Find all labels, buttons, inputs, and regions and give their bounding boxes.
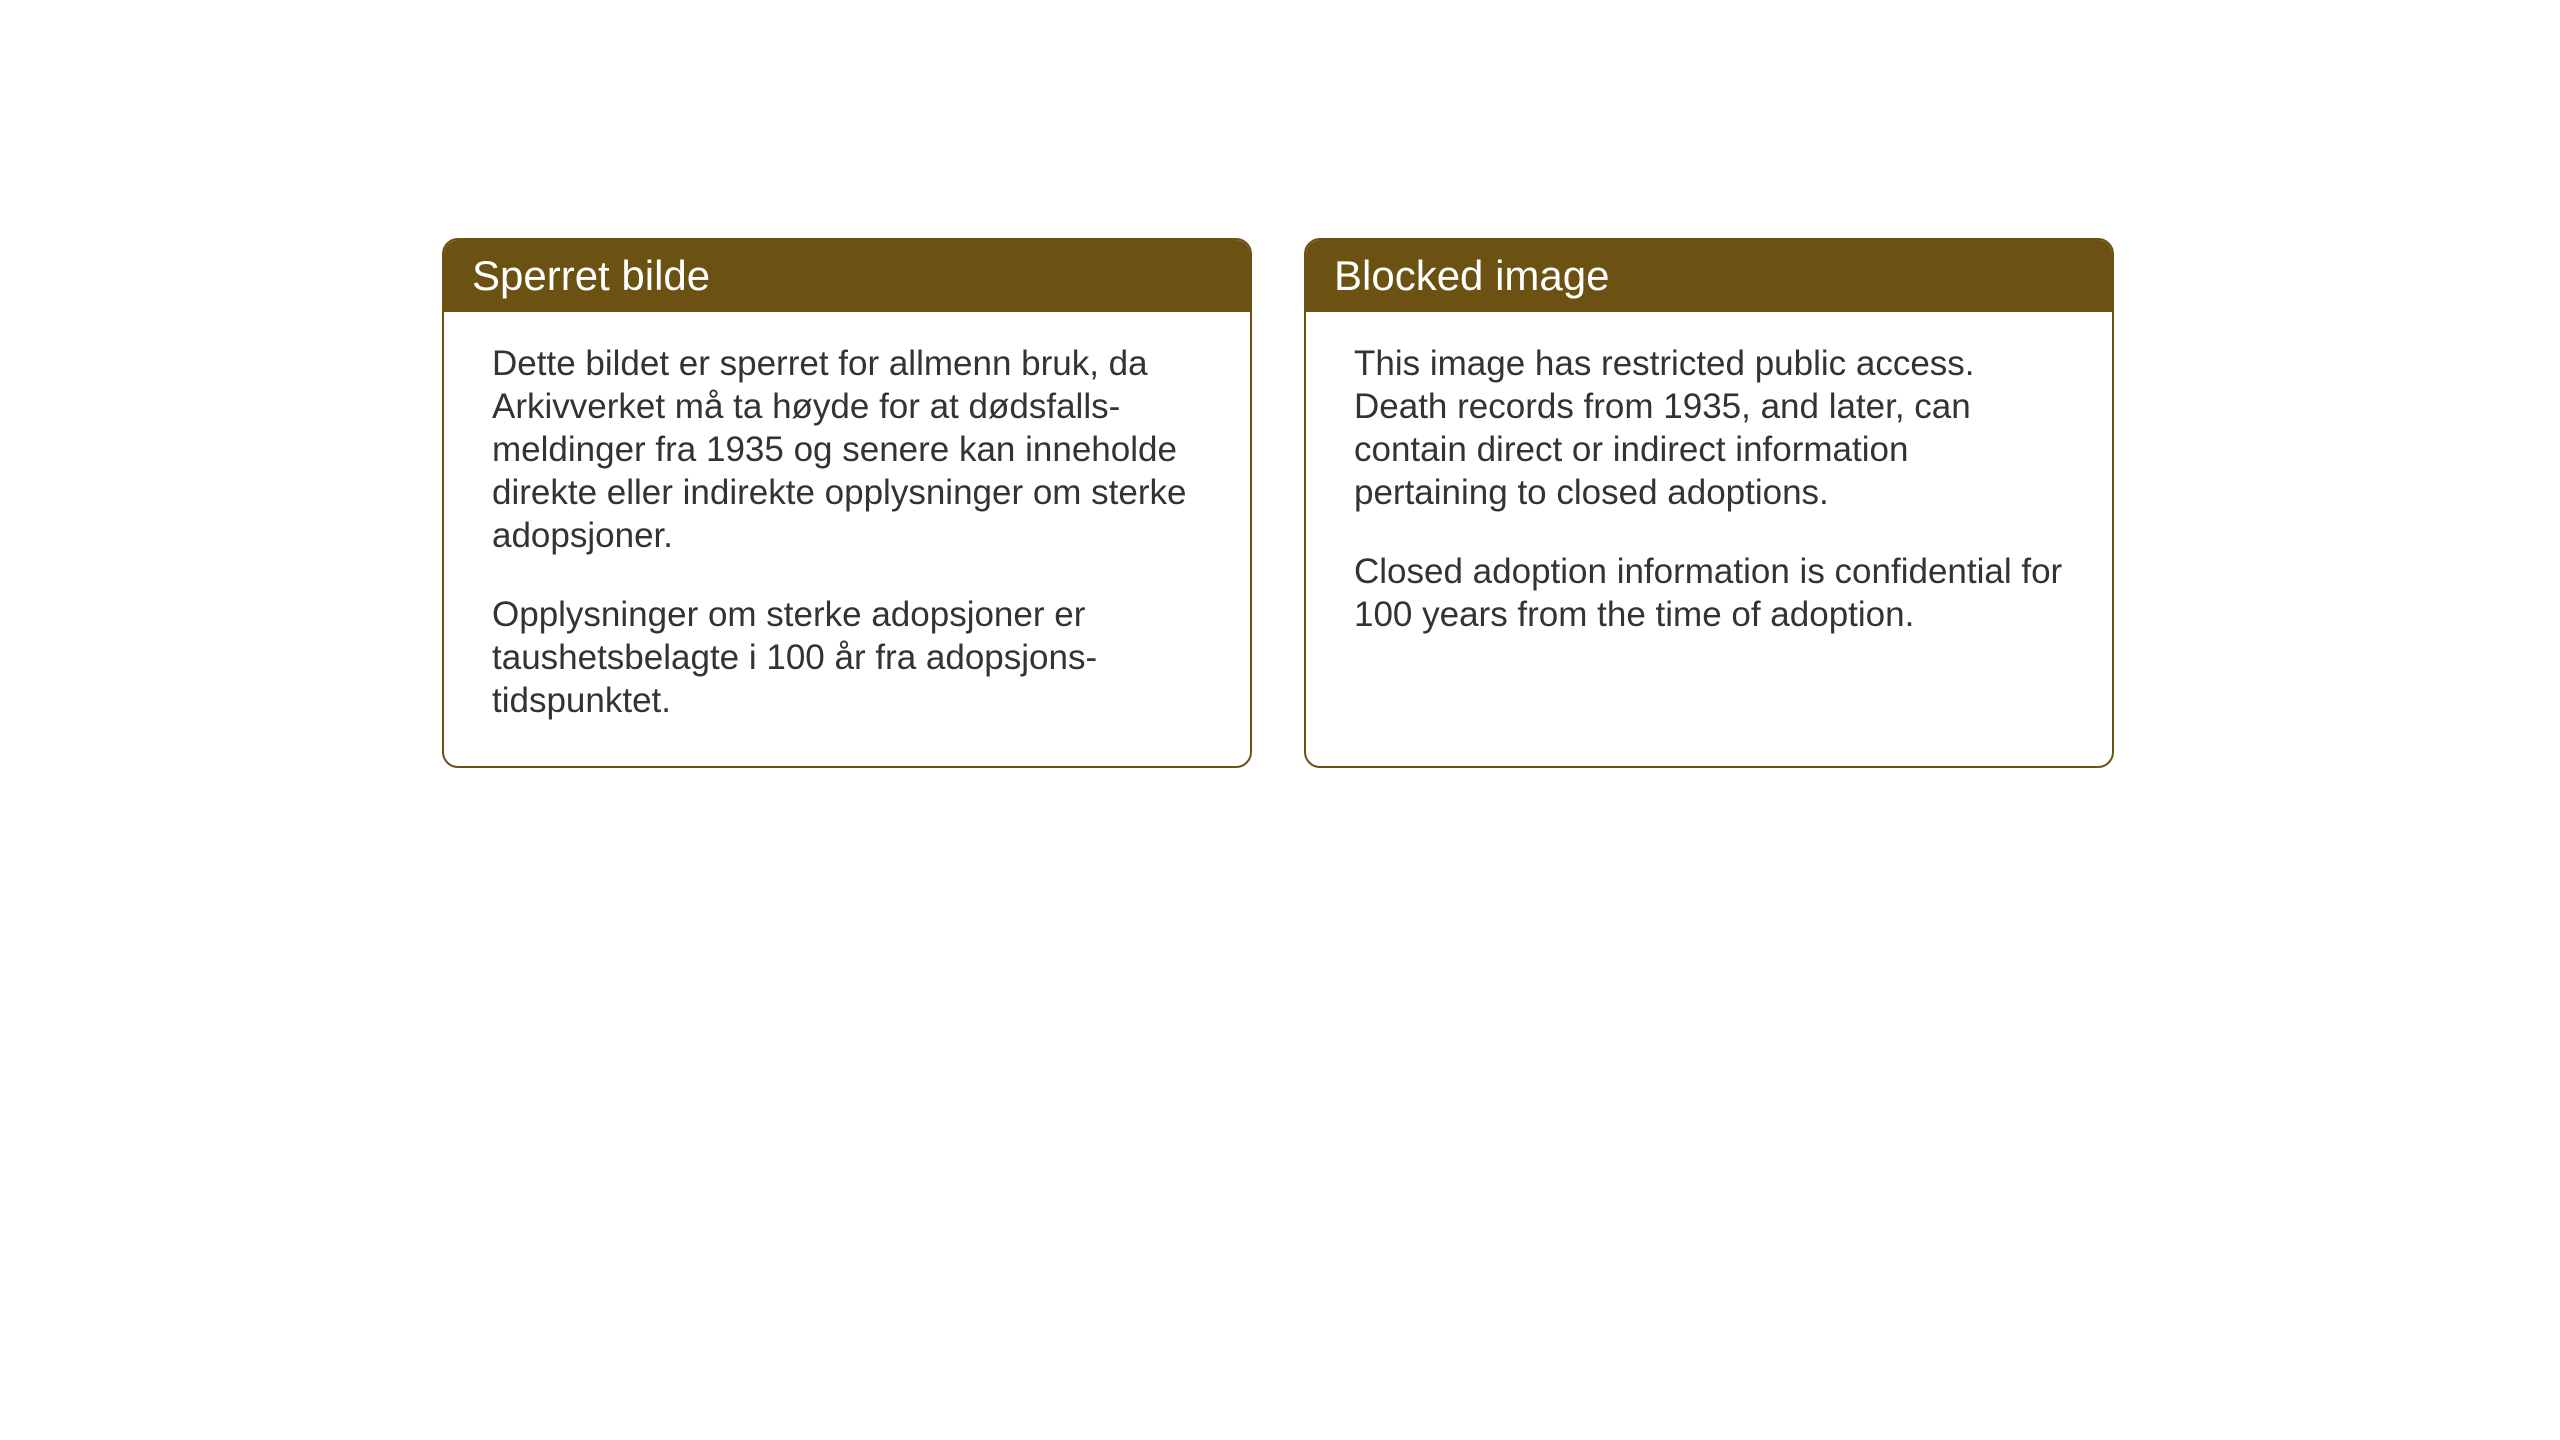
- card-header-norwegian: Sperret bilde: [444, 240, 1250, 312]
- card-body-english: This image has restricted public access.…: [1306, 312, 2112, 680]
- card-title-norwegian: Sperret bilde: [472, 252, 710, 299]
- card-paragraph-1-english: This image has restricted public access.…: [1354, 342, 2064, 514]
- card-header-english: Blocked image: [1306, 240, 2112, 312]
- card-title-english: Blocked image: [1334, 252, 1609, 299]
- notice-card-english: Blocked image This image has restricted …: [1304, 238, 2114, 768]
- card-paragraph-2-english: Closed adoption information is confident…: [1354, 550, 2064, 636]
- notice-container: Sperret bilde Dette bildet er sperret fo…: [0, 0, 2560, 768]
- card-body-norwegian: Dette bildet er sperret for allmenn bruk…: [444, 312, 1250, 766]
- notice-card-norwegian: Sperret bilde Dette bildet er sperret fo…: [442, 238, 1252, 768]
- card-paragraph-2-norwegian: Opplysninger om sterke adopsjoner er tau…: [492, 593, 1202, 722]
- card-paragraph-1-norwegian: Dette bildet er sperret for allmenn bruk…: [492, 342, 1202, 557]
